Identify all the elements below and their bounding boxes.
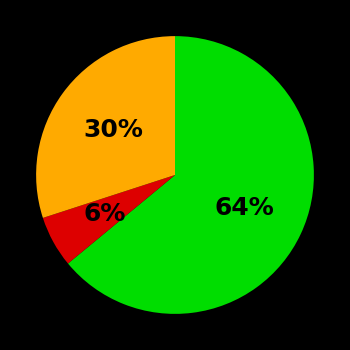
Text: 64%: 64% <box>214 196 274 219</box>
Wedge shape <box>43 175 175 264</box>
Wedge shape <box>36 36 175 218</box>
Text: 30%: 30% <box>83 118 143 142</box>
Text: 6%: 6% <box>83 202 126 226</box>
Wedge shape <box>68 36 314 314</box>
